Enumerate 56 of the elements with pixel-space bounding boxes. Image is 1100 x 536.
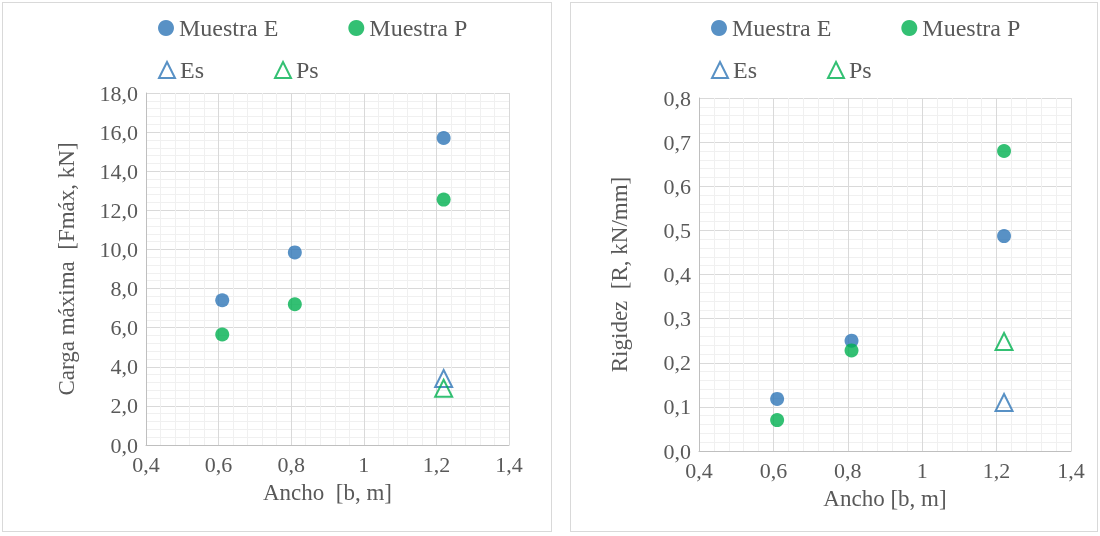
x-axis-title: Ancho [b, m] [262,480,393,505]
y-tick-label: 6,0 [110,315,138,341]
legend-label: Ps [296,57,319,83]
y-axis-title: Rigidez [R, kN/mm] [607,176,632,373]
point [287,297,302,312]
legend-label: Ps [849,57,872,83]
x-tick-label: 0,6 [204,451,233,477]
x-tick-label: 1,4 [495,451,523,477]
y-tick-label: 0,5 [663,217,691,243]
x-tick-label: 0,8 [834,457,862,483]
y-tick-label: 0,0 [110,432,138,458]
y-tick-label: 0,3 [663,306,691,332]
y-tick-label: 0,2 [663,350,691,376]
y-tick-label: 2,0 [110,393,138,419]
point [770,391,785,406]
legend-label: Muestra E [732,15,832,41]
x-axis-title: Ancho [b, m] [823,486,947,511]
y-tick-label: 0,8 [663,85,691,111]
point [770,413,785,428]
y-tick-label: 10,0 [99,236,138,262]
point [997,229,1012,244]
point [994,392,1014,412]
x-tick-label: 0,6 [759,457,788,483]
y-tick-label: 0,7 [663,129,691,155]
point [994,332,1014,352]
y-tick-label: 0,0 [663,438,691,464]
x-tick-label: 0,8 [277,451,305,477]
legend-label: Muestra E [179,15,279,41]
point [436,130,451,145]
legend-label: Es [733,57,757,83]
point [436,192,451,207]
y-tick-label: 0,6 [663,173,691,199]
x-tick-label: 1 [358,451,370,477]
point [434,369,454,389]
point [997,143,1012,158]
y-tick-label: 18,0 [99,80,138,106]
y-tick-label: 12,0 [99,197,138,223]
x-tick-label: 1 [916,457,928,483]
y-axis-title: Carga máxima [Fmáx, kN] [54,142,79,396]
y-tick-label: 0,4 [663,262,691,287]
point [215,327,230,342]
legend-label: Muestra P [369,15,468,41]
y-tick-label: 14,0 [99,158,138,184]
y-tick-label: 0,1 [663,394,691,420]
point [287,245,302,260]
x-tick-label: 1,2 [982,457,1011,483]
point [434,378,454,398]
x-tick-label: 1,2 [422,451,451,477]
point [215,293,230,308]
legend-label: Muestra P [922,15,1021,41]
legend-label: Es [180,57,204,83]
point [844,343,859,358]
y-tick-label: 16,0 [99,119,138,145]
y-tick-label: 8,0 [110,276,138,302]
x-tick-label: 1,4 [1057,457,1085,483]
y-tick-label: 4,0 [110,354,138,380]
